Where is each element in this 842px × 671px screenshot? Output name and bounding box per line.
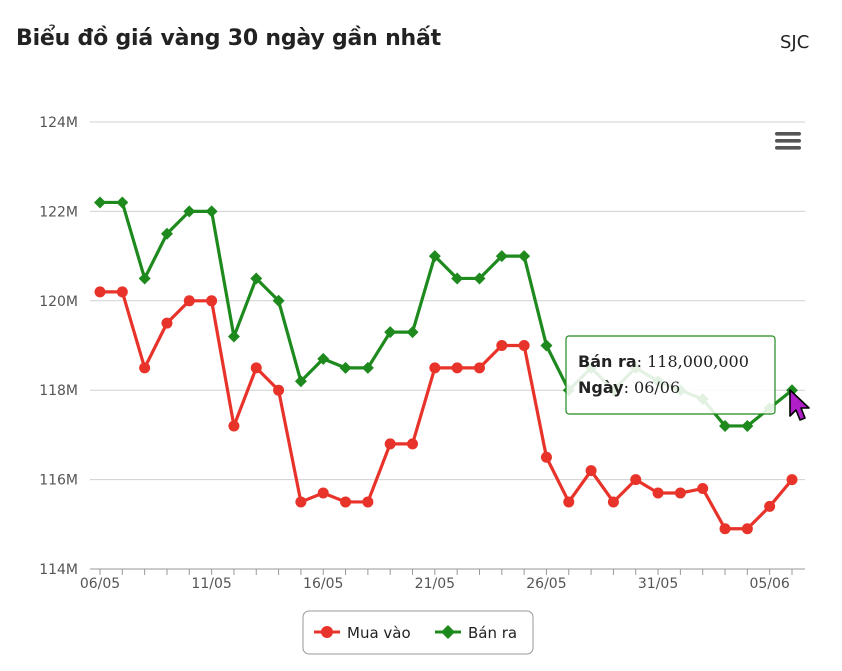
x-tick-label: 11/05 (191, 576, 231, 592)
data-point-sell[interactable] (741, 419, 754, 432)
tooltip-date-line: Ngày: 06/06 (578, 378, 680, 397)
data-point-sell[interactable] (160, 227, 173, 240)
y-axis-ticks: 114M 116M 118M 120M 122M 124M (39, 115, 78, 578)
data-point-buy[interactable] (473, 362, 485, 374)
data-point-sell[interactable] (473, 272, 486, 285)
tooltip-date: : 06/06 (624, 378, 681, 397)
x-tick-label: 31/05 (638, 576, 678, 592)
data-point-buy[interactable] (674, 487, 686, 499)
data-point-sell[interactable] (361, 361, 374, 374)
data-point-sell[interactable] (495, 250, 508, 263)
data-point-buy[interactable] (407, 438, 419, 450)
data-point-buy[interactable] (362, 496, 374, 508)
data-point-sell[interactable] (406, 326, 419, 339)
data-point-buy[interactable] (384, 438, 396, 450)
data-point-buy[interactable] (161, 317, 173, 329)
data-point-buy[interactable] (340, 496, 352, 508)
data-point-sell[interactable] (138, 272, 151, 285)
data-point-sell[interactable] (205, 205, 218, 218)
legend-buy-marker (321, 626, 333, 638)
data-point-buy[interactable] (563, 496, 575, 508)
data-point-sell[interactable] (272, 294, 285, 307)
data-point-sell[interactable] (250, 272, 263, 285)
x-tick-label: 06/05 (80, 576, 120, 592)
x-axis: 06/05 11/05 16/05 21/05 26/05 31/05 05/06 (80, 569, 793, 592)
y-tick-label: 120M (39, 294, 78, 310)
x-tick-label: 26/05 (526, 576, 566, 592)
data-point-sell[interactable] (518, 250, 531, 263)
tooltip-date-label: Ngày (578, 378, 624, 397)
data-point-buy[interactable] (719, 523, 731, 535)
legend-item-buy[interactable]: Mua vào (314, 624, 411, 642)
tooltip-series-line: Bán ra: 118,000,000 (578, 352, 749, 371)
tooltip-value: : 118,000,000 (637, 352, 749, 371)
data-point-buy[interactable] (451, 362, 463, 374)
legend-sell-label: Bán ra (468, 624, 517, 642)
data-point-buy[interactable] (317, 487, 329, 499)
y-tick-label: 124M (39, 115, 78, 131)
y-tick-label: 122M (39, 204, 78, 220)
data-point-buy[interactable] (139, 362, 151, 374)
tooltip-box (565, 335, 776, 415)
tooltip-series-label: Bán ra (578, 352, 637, 371)
x-tick-label: 05/06 (749, 576, 789, 592)
data-point-buy[interactable] (183, 295, 195, 307)
data-point-sell[interactable] (317, 352, 330, 365)
data-point-buy[interactable] (741, 523, 753, 535)
data-point-buy[interactable] (652, 487, 664, 499)
data-point-sell[interactable] (540, 339, 553, 352)
data-point-buy[interactable] (786, 474, 798, 486)
data-point-buy[interactable] (518, 340, 530, 351)
data-point-buy[interactable] (429, 362, 441, 374)
data-point-buy[interactable] (540, 451, 552, 463)
legend-item-sell[interactable]: Bán ra (435, 624, 517, 642)
legend-buy-label: Mua vào (347, 624, 411, 642)
data-point-buy[interactable] (697, 483, 709, 495)
data-point-sell[interactable] (183, 205, 196, 218)
legend-sell-marker (441, 625, 455, 639)
data-point-sell[interactable] (786, 384, 798, 397)
data-point-sell[interactable] (94, 196, 106, 209)
tooltip: Bán ra: 118,000,000 Ngày: 06/06 (565, 335, 776, 415)
x-tick-label: 21/05 (415, 576, 455, 592)
page-title: Biểu đồ giá vàng 30 ngày gần nhất (16, 26, 441, 51)
data-point-sell[interactable] (428, 250, 441, 263)
mouse-pointer-icon (789, 389, 810, 421)
hamburger-menu-icon[interactable] (775, 130, 801, 151)
y-tick-label: 118M (39, 383, 78, 399)
data-point-buy[interactable] (206, 295, 218, 307)
data-point-buy[interactable] (295, 496, 307, 508)
data-point-buy[interactable] (116, 286, 128, 298)
brand-label: SJC (780, 32, 810, 53)
data-point-sell[interactable] (384, 326, 397, 339)
data-point-sell[interactable] (227, 330, 240, 343)
data-point-buy[interactable] (585, 465, 597, 477)
legend: Mua vào Bán ra (302, 610, 534, 655)
legend-box (302, 610, 534, 655)
data-point-sell[interactable] (294, 375, 307, 388)
data-point-sell[interactable] (719, 419, 732, 432)
data-point-sell[interactable] (116, 196, 129, 209)
data-point-buy[interactable] (273, 384, 285, 396)
data-point-buy[interactable] (607, 496, 619, 508)
series-buy (94, 286, 798, 535)
y-tick-label: 116M (39, 473, 78, 489)
data-point-buy[interactable] (250, 362, 262, 374)
x-tick-label: 16/05 (303, 576, 343, 592)
data-point-buy[interactable] (496, 340, 508, 351)
data-point-sell[interactable] (451, 272, 464, 285)
data-point-buy[interactable] (630, 474, 642, 486)
data-point-sell[interactable] (339, 361, 352, 374)
data-point-buy[interactable] (94, 286, 106, 298)
data-point-buy[interactable] (228, 420, 240, 432)
y-tick-label: 114M (39, 562, 78, 578)
data-point-buy[interactable] (764, 500, 776, 512)
